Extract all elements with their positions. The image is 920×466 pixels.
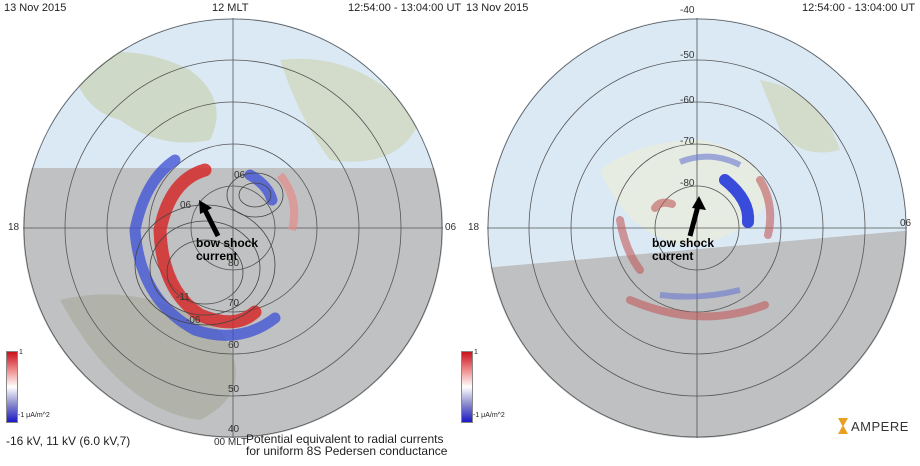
right-colorbar	[461, 351, 473, 423]
left-negative-current	[129, 154, 281, 341]
right-lat-label: -70	[680, 136, 695, 147]
left-colorbar-bottom: -1 μA/m^2	[18, 412, 50, 419]
left-mlt-right: 06	[445, 222, 457, 233]
left-lat-label: 70	[228, 298, 240, 309]
logo-text: AMPERE	[851, 418, 909, 434]
caption-line2: for uniform 8S Pedersen conductance	[246, 444, 448, 458]
annotation-line2: current	[652, 249, 694, 263]
left-date: 13 Nov 2015	[4, 2, 67, 14]
left-mlt-left: 18	[8, 222, 20, 233]
contour-label: 06	[234, 170, 246, 181]
right-negative-current	[719, 174, 755, 228]
right-mlt-left: 18	[468, 222, 480, 233]
right-date: 13 Nov 2015	[466, 2, 529, 14]
left-lat-label: 40	[228, 424, 240, 435]
right-lat-label: -40	[680, 5, 695, 16]
annotation-line1: bow shock	[652, 236, 715, 250]
caption-line1: Potential equivalent to radial currents	[246, 432, 444, 446]
right-positive-current	[616, 176, 775, 321]
right-lat-label: -80	[680, 178, 695, 189]
right-colorbar-bottom: -1 μA/m^2	[473, 412, 505, 419]
left-lat-label: 80	[228, 258, 240, 269]
right-bow-shock-annotation: bow shock current	[652, 237, 714, 263]
contour-label: -06	[186, 315, 201, 326]
contour-label: -11	[176, 292, 190, 303]
right-lat-label: -60	[680, 95, 695, 106]
left-bow-shock-annotation: bow shock current	[196, 237, 258, 263]
left-lat-label: 50	[228, 384, 240, 395]
right-polar-map	[487, 18, 907, 438]
right-colorbar-top: 1	[474, 349, 478, 356]
ampere-logo: AMPERE	[838, 418, 909, 434]
left-colorbar	[6, 351, 18, 423]
left-time-range: 12:54:00 - 13:04:00 UT	[348, 2, 462, 14]
annotation-line1: bow shock	[196, 236, 259, 250]
left-positive-current	[153, 163, 262, 329]
right-lat-label: -50	[680, 50, 695, 61]
left-bow-shock-arrow	[202, 208, 221, 238]
right-mlt-right: 06	[900, 218, 912, 229]
right-time-range: 12:54:00 - 13:04:00 UT	[802, 2, 916, 14]
left-mlt-bottom: 00 MLT	[214, 437, 248, 448]
left-footer-caption: Potential equivalent to radial currents …	[246, 433, 447, 457]
right-bow-shock-arrow	[687, 205, 701, 237]
hourglass-icon	[838, 418, 848, 434]
left-mlt-top: 12 MLT	[212, 2, 249, 14]
annotation-line2: current	[196, 249, 238, 263]
left-colorbar-top: 1	[19, 349, 23, 356]
left-footer-stats: -16 kV, 11 kV (6.0 kV,7)	[6, 434, 131, 448]
left-lat-label: 60	[228, 340, 240, 351]
contour-label: 06	[180, 200, 192, 211]
